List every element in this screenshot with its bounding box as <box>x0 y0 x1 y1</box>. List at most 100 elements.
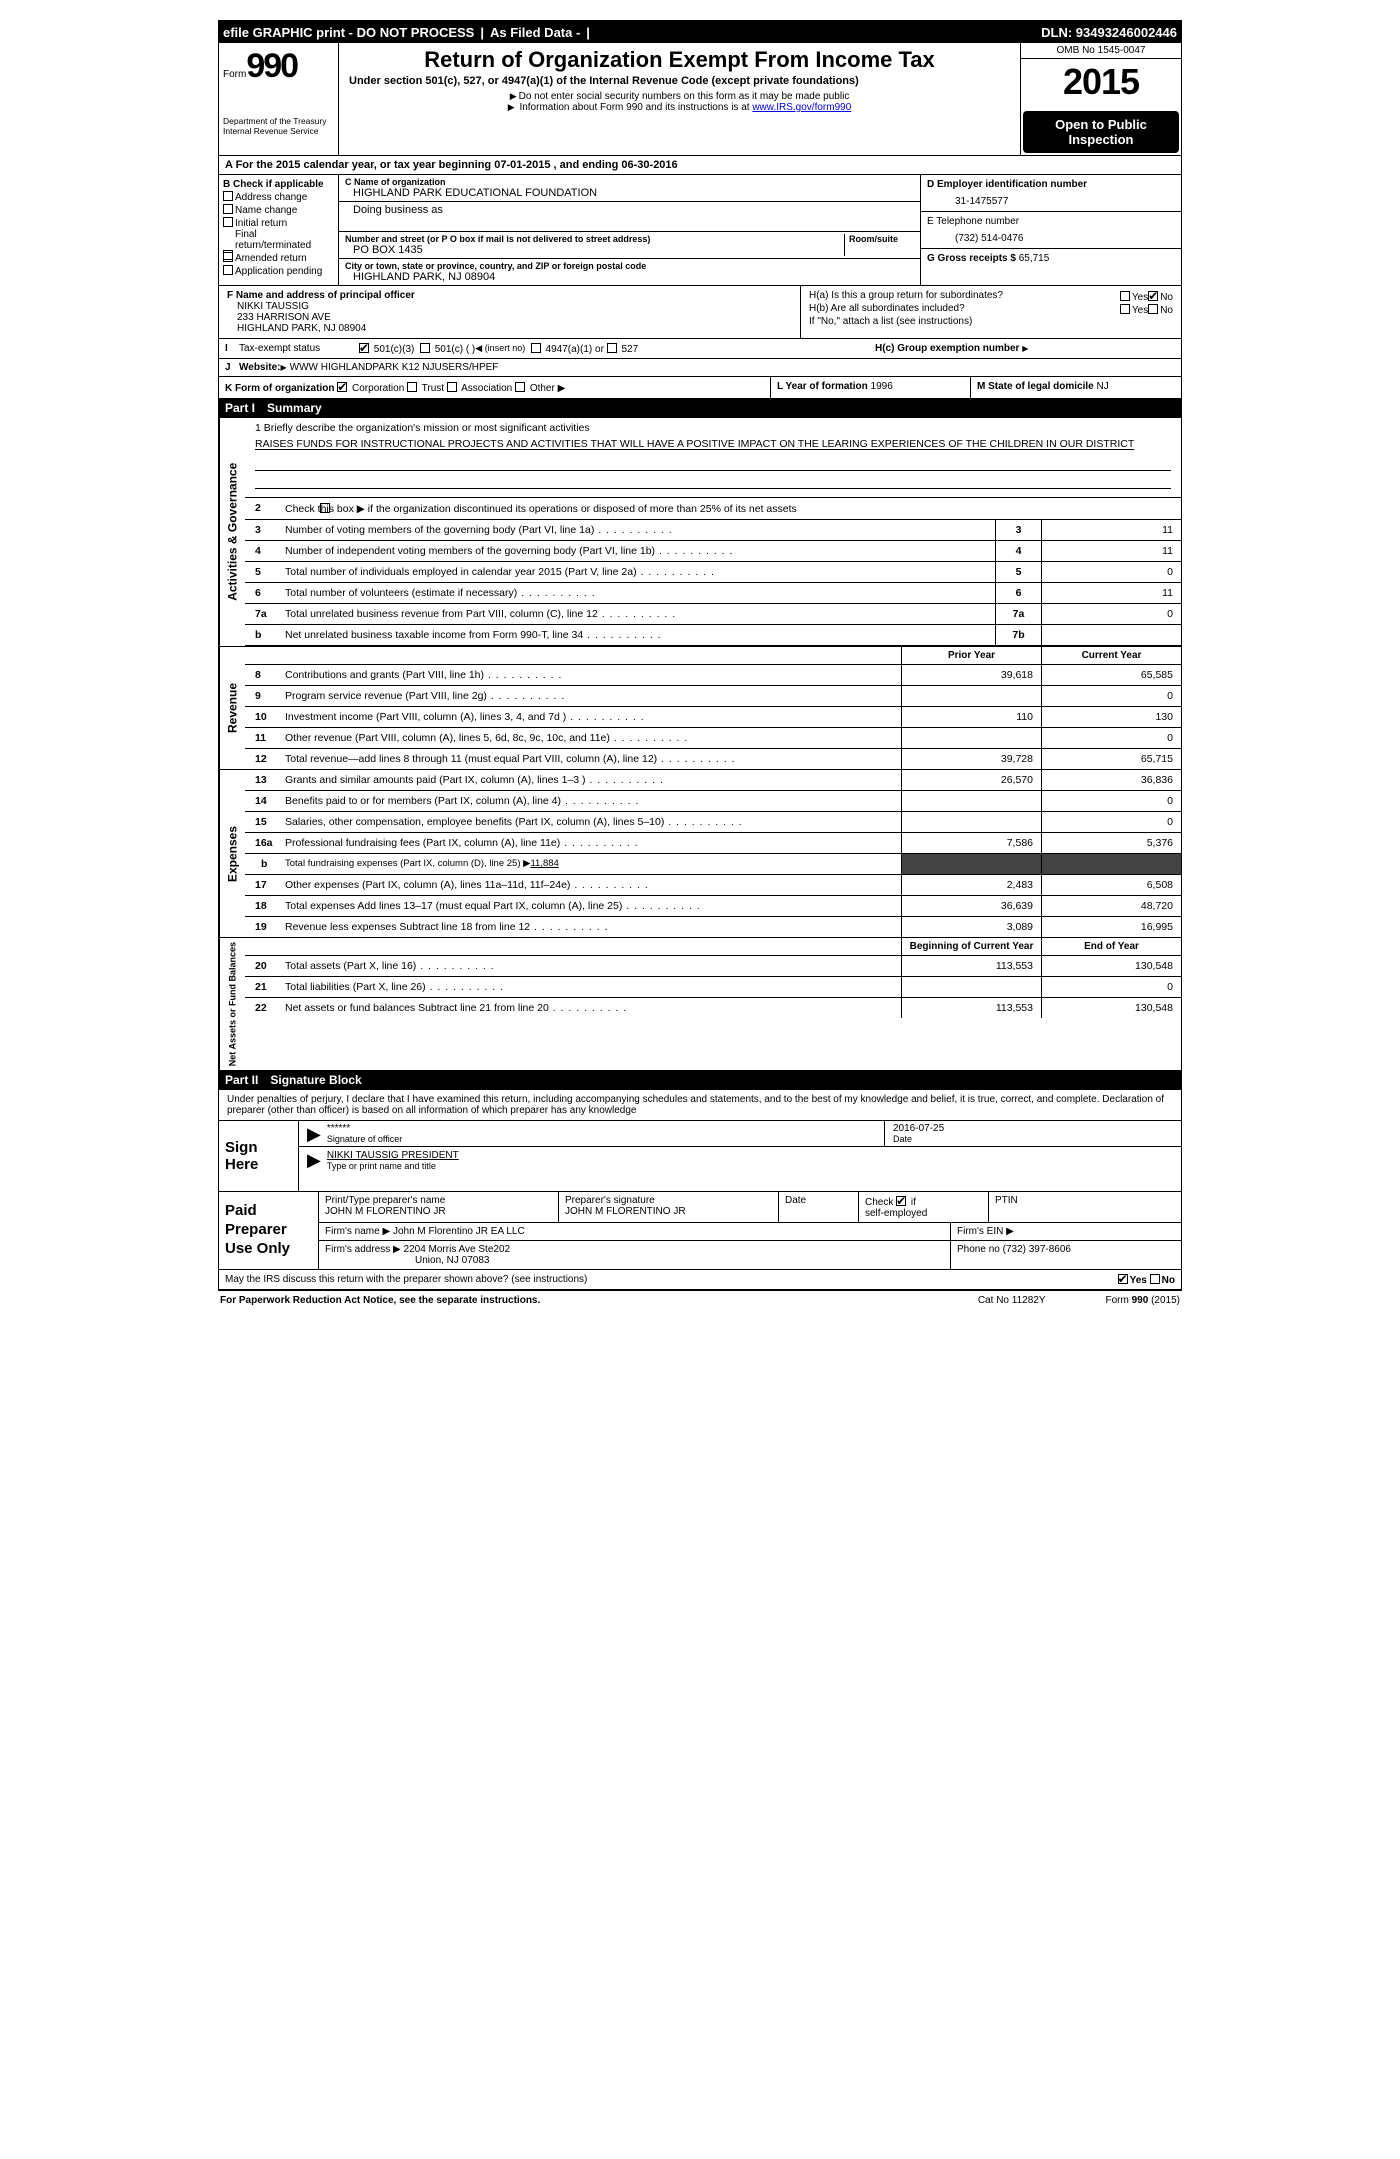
org-name-cell: C Name of organization HIGHLAND PARK EDU… <box>339 175 920 202</box>
chk-final-return[interactable]: Finalreturn/terminated <box>223 229 334 251</box>
f-officer: F Name and address of principal officer … <box>219 286 801 338</box>
num: 14 <box>245 791 285 811</box>
officer-signature-line: ▶ ****** Signature of officer 2016-07-25… <box>299 1121 1181 1147</box>
num: 21 <box>245 977 285 997</box>
street-label: Number and street (or P O box if mail is… <box>345 234 844 244</box>
hdr-current: Current Year <box>1041 647 1181 664</box>
chk-527[interactable]: 527 <box>607 342 638 355</box>
line-15: 15 Salaries, other compensation, employe… <box>245 812 1181 833</box>
officer-name-label: Type or print name and title <box>327 1161 1173 1171</box>
current: 0 <box>1041 728 1181 748</box>
line-18: 18 Total expenses Add lines 13–17 (must … <box>245 896 1181 917</box>
column-c-org: C Name of organization HIGHLAND PARK EDU… <box>339 175 921 285</box>
chk-app-pending[interactable]: Application pending <box>223 264 334 277</box>
b-grey1 <box>901 854 1041 874</box>
prior <box>901 728 1041 748</box>
txt: Salaries, other compensation, employee b… <box>285 812 901 832</box>
chk-other[interactable]: Other ▶ <box>515 383 565 394</box>
firm-addr-label: Firm's address ▶ <box>325 1244 404 1255</box>
line-2: 2 Check this box ▶ if the organization d… <box>245 498 1181 520</box>
prep-name: JOHN M FLORENTINO JR <box>325 1206 552 1217</box>
sign-here-label: Sign Here <box>219 1121 299 1191</box>
line2-num: 2 <box>245 498 285 519</box>
discuss-no[interactable]: No <box>1150 1273 1175 1286</box>
asfiled-text: As Filed Data - <box>490 25 580 40</box>
hb-yes[interactable]: Yes <box>1120 303 1148 316</box>
current: 16,995 <box>1041 917 1181 937</box>
paid-preparer-block: Paid Preparer Use Only Print/Type prepar… <box>219 1192 1181 1270</box>
blank-line <box>255 457 1171 471</box>
chk-initial-return[interactable]: Initial return <box>223 216 334 229</box>
footer-mid: Cat No 11282Y <box>978 1295 1106 1306</box>
sig-officer-label: Signature of officer <box>327 1134 876 1144</box>
governance-content: 1 Briefly describe the organization's mi… <box>245 418 1181 646</box>
net-assets-content: Beginning of Current Year End of Year 20… <box>245 938 1181 1070</box>
ha-no[interactable]: No <box>1148 290 1173 303</box>
note-ssn: Do not enter social security numbers on … <box>349 91 1010 102</box>
prep-sig: JOHN M FLORENTINO JR <box>565 1206 772 1217</box>
footer-left: For Paperwork Reduction Act Notice, see … <box>220 1295 540 1306</box>
chk-corp[interactable]: Corporation <box>337 383 404 394</box>
firm-phone: (732) 397-8606 <box>1003 1244 1071 1255</box>
form-title: Return of Organization Exempt From Incom… <box>349 47 1010 73</box>
chk-501c[interactable]: 501(c) ( ) <box>420 342 475 355</box>
num: 7a <box>245 604 285 624</box>
h-group: H(a) Is this a group return for subordin… <box>801 286 1181 338</box>
form-number: 990 <box>246 47 297 85</box>
officer-name: NIKKI TAUSSIG PRESIDENT <box>327 1150 1173 1161</box>
a-pre: A For the 2015 calendar year, or tax yea… <box>225 159 494 171</box>
hdr-prior: Prior Year <box>901 647 1041 664</box>
ptin-label: PTIN <box>989 1192 1181 1222</box>
txt: Professional fundraising fees (Part IX, … <box>285 833 901 853</box>
chk-assoc[interactable]: Association <box>447 383 512 394</box>
line2-checkbox[interactable] <box>320 503 330 513</box>
tax-year: 2015 <box>1021 59 1181 109</box>
chk-trust[interactable]: Trust <box>407 383 444 394</box>
city-label: City or town, state or province, country… <box>345 261 914 271</box>
txt: Contributions and grants (Part VIII, lin… <box>285 665 901 685</box>
hdr-boy: Beginning of Current Year <box>901 938 1041 955</box>
sig-date: 2016-07-25 <box>893 1123 1173 1134</box>
num: 8 <box>245 665 285 685</box>
box: 7b <box>995 625 1041 645</box>
num: 13 <box>245 770 285 790</box>
prior <box>901 791 1041 811</box>
i-row: I Tax-exempt status 501(c)(3) 501(c) ( )… <box>219 339 1181 359</box>
line-22: 22 Net assets or fund balances Subtract … <box>245 998 1181 1018</box>
num: 22 <box>245 998 285 1018</box>
gross-value: 65,715 <box>1019 253 1050 264</box>
line-16a: 16a Professional fundraising fees (Part … <box>245 833 1181 854</box>
city: HIGHLAND PARK, NJ 08904 <box>345 271 914 283</box>
num: 18 <box>245 896 285 916</box>
chk-amended[interactable]: Amended return <box>223 251 334 264</box>
chk-501c3[interactable]: 501(c)(3) <box>359 342 414 355</box>
hb-no[interactable]: No <box>1148 303 1173 316</box>
chk-self-employed[interactable] <box>896 1196 906 1206</box>
ha-yes[interactable]: Yes <box>1120 290 1148 303</box>
current: 130,548 <box>1041 998 1181 1018</box>
firm-phone-label: Phone no <box>957 1244 1003 1255</box>
street: PO BOX 1435 <box>345 244 844 256</box>
phone-label: E Telephone number <box>927 216 1175 227</box>
num: 16a <box>245 833 285 853</box>
sign-fields: ▶ ****** Signature of officer 2016-07-25… <box>299 1121 1181 1191</box>
box: 6 <box>995 583 1041 603</box>
chk-name-change[interactable]: Name change <box>223 203 334 216</box>
ha-label: H(a) Is this a group return for subordin… <box>809 290 1120 303</box>
na-headers: Beginning of Current Year End of Year <box>245 938 1181 956</box>
insert-no: ◀ (insert no) <box>475 343 525 354</box>
line-19: 19 Revenue less expenses Subtract line 1… <box>245 917 1181 937</box>
k-label: K Form of organization <box>225 383 334 394</box>
gov-line-7a: 7a Total unrelated business revenue from… <box>245 604 1181 625</box>
irs-link[interactable]: www.IRS.gov/form990 <box>752 102 851 113</box>
chk-4947[interactable]: 4947(a)(1) or <box>531 342 604 355</box>
column-de: D Employer identification number 31-1475… <box>921 175 1181 285</box>
hdr-eoy: End of Year <box>1041 938 1181 955</box>
side-expenses: Expenses <box>219 770 245 937</box>
current: 5,376 <box>1041 833 1181 853</box>
num: b <box>245 625 285 645</box>
dln-text: DLN: 93493246002446 <box>1041 25 1177 40</box>
discuss-yes[interactable]: Yes <box>1118 1273 1147 1286</box>
chk-address-change[interactable]: Address change <box>223 190 334 203</box>
sign-here-block: Sign Here ▶ ****** Signature of officer … <box>219 1121 1181 1192</box>
